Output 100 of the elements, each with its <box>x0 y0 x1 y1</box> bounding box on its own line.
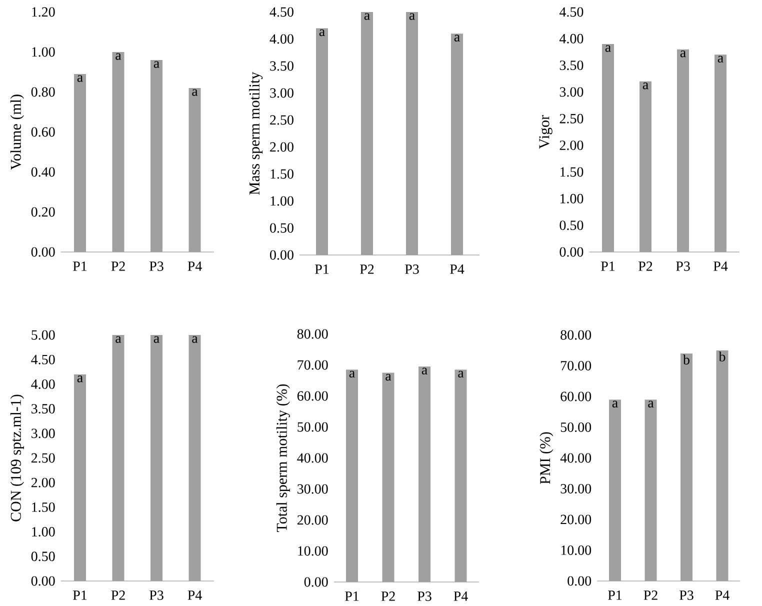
y-tick-label: 0.20 <box>31 207 55 217</box>
x-tick-label: P2 <box>111 590 125 600</box>
x-tick-label: P3 <box>405 264 419 274</box>
data-label: b <box>683 354 690 365</box>
x-tick-label: P2 <box>644 590 658 600</box>
bar <box>316 28 328 255</box>
y-tick-label: 4.00 <box>559 34 584 44</box>
y-tick-label: 50.00 <box>560 422 592 432</box>
data-label: a <box>612 400 618 408</box>
x-tick-label: P2 <box>381 592 395 601</box>
data-label: a <box>349 370 355 378</box>
data-label: a <box>454 34 460 42</box>
x-tick-label: P3 <box>418 592 432 601</box>
bar <box>677 49 690 252</box>
y-tick-label: 2.50 <box>270 115 294 125</box>
y-tick-label: 0.00 <box>31 576 55 586</box>
y-tick-label: 1.50 <box>270 169 294 179</box>
y-tick-label: 0.00 <box>304 577 328 587</box>
y-tick-label: 40.00 <box>297 453 328 463</box>
data-label: a <box>458 370 464 378</box>
y-tick-label: 3.00 <box>560 87 584 97</box>
y-tick-label: 20.00 <box>560 514 592 524</box>
y-axis-title: Vigor <box>539 115 552 149</box>
y-tick-label: 5.00 <box>32 330 55 340</box>
y-tick-label: 0.50 <box>560 220 584 230</box>
data-label: a <box>680 50 686 58</box>
data-label: a <box>386 374 392 381</box>
x-tick-label: P1 <box>608 590 622 600</box>
x-tick-label: P2 <box>111 262 125 271</box>
y-tick-label: 4.50 <box>31 354 55 364</box>
y-tick-label: 0.00 <box>31 247 55 257</box>
x-tick-label: P3 <box>150 262 164 271</box>
y-tick-label: 40.00 <box>560 453 592 463</box>
y-tick-label: 0.50 <box>31 552 55 562</box>
bar <box>150 60 163 252</box>
x-tick-label: P4 <box>715 590 730 600</box>
y-tick-label: 30.00 <box>298 484 328 494</box>
y-tick-label: 0.80 <box>31 87 55 97</box>
bar <box>74 74 86 252</box>
y-tick-label: 2.50 <box>560 114 584 124</box>
y-tick-label: 4.50 <box>559 7 584 17</box>
y-axis-title: Volume (ml) <box>10 94 24 170</box>
data-label: a <box>116 53 122 60</box>
y-tick-label: 3.00 <box>270 88 294 98</box>
x-tick-label: P4 <box>454 592 468 601</box>
bar <box>361 12 374 255</box>
y-tick-label: 3.50 <box>32 404 55 414</box>
x-tick-label: P1 <box>73 590 87 600</box>
y-tick-label: 1.50 <box>32 502 55 512</box>
y-axis-title: PMI (%) <box>540 432 554 484</box>
y-axis-title: CON (109 sptz.ml-1) <box>10 394 24 522</box>
data-label: a <box>154 61 160 68</box>
y-tick-label: 1.50 <box>560 167 584 177</box>
y-tick-label: 2.00 <box>31 478 55 488</box>
data-label: a <box>77 75 83 82</box>
y-tick-label: 60.00 <box>297 391 328 401</box>
bar <box>188 88 201 252</box>
y-tick-label: 10.00 <box>561 545 592 556</box>
y-tick-label: 1.00 <box>560 194 584 204</box>
y-axis-title: Mass sperm motility <box>248 72 263 195</box>
x-tick-label: P4 <box>450 264 464 274</box>
y-tick-label: 3.50 <box>270 61 294 71</box>
y-tick-label: 2.50 <box>31 453 55 463</box>
x-tick-label: P3 <box>680 590 694 600</box>
data-label: a <box>605 45 611 52</box>
y-tick-label: 30.00 <box>560 484 592 494</box>
y-tick-label: 1.20 <box>32 7 55 17</box>
y-tick-label: 1.00 <box>32 527 55 537</box>
data-label: a <box>642 82 648 90</box>
y-tick-label: 0.00 <box>568 576 592 586</box>
x-tick-label: P4 <box>188 590 202 600</box>
y-tick-label: 2.00 <box>270 142 294 152</box>
x-tick-label: P3 <box>676 262 690 271</box>
data-label: a <box>718 56 724 63</box>
y-tick-label: 0.40 <box>31 167 55 177</box>
x-tick-label: P2 <box>638 262 652 271</box>
y-tick-label: 2.00 <box>560 140 584 150</box>
y-tick-label: 0.00 <box>270 250 294 260</box>
y-tick-label: 50.00 <box>298 422 328 432</box>
data-label: a <box>422 368 428 374</box>
bar <box>112 52 124 252</box>
bar <box>640 81 652 252</box>
data-label: a <box>648 400 654 408</box>
data-label: a <box>319 29 325 36</box>
data-label: a <box>154 336 160 343</box>
x-tick-label: P4 <box>714 262 728 271</box>
y-tick-label: 3.50 <box>560 60 584 70</box>
y-tick-label: 4.50 <box>270 7 294 17</box>
y-axis-title: Total sperm motility (%) <box>276 384 290 532</box>
y-tick-label: 4.00 <box>31 379 55 389</box>
bar <box>602 44 614 252</box>
bar <box>406 12 418 255</box>
y-tick-label: 0.50 <box>270 223 294 233</box>
y-tick-label: 10.00 <box>298 546 328 556</box>
x-tick-label: P4 <box>188 262 202 271</box>
data-label: a <box>77 376 83 382</box>
y-tick-label: 4.00 <box>270 34 294 44</box>
y-tick-label: 0.00 <box>560 247 584 257</box>
data-label: b <box>718 352 726 362</box>
data-label: a <box>116 336 122 343</box>
